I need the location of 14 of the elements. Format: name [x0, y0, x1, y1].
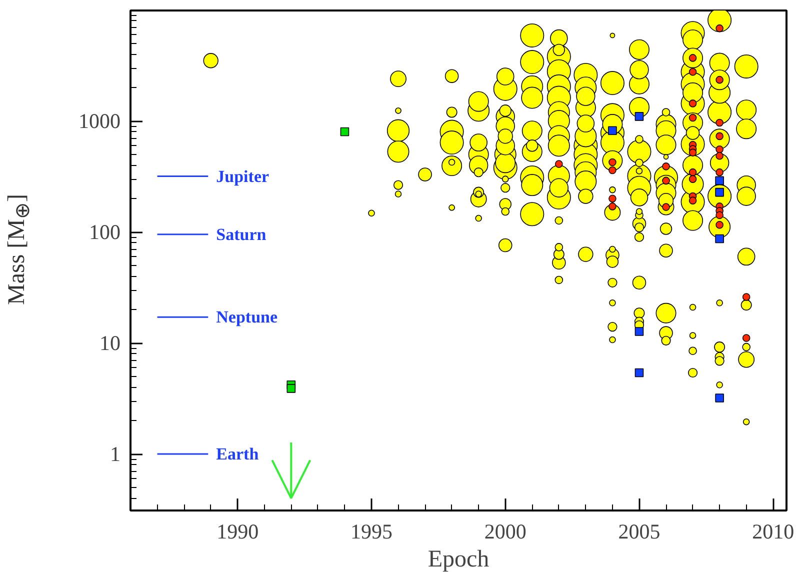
series-label: Saturn	[216, 224, 267, 244]
series-label: Jupiter	[216, 166, 270, 186]
x-axis-title: Epoch	[428, 546, 490, 572]
y-tick-label: 100	[89, 220, 120, 244]
x-tick-label: 1990	[216, 520, 259, 544]
y-tick-label: 1000	[78, 109, 120, 134]
x-tick-label: 2010	[752, 520, 794, 544]
x-tick-label: 2005	[618, 520, 660, 544]
series-label: Neptune	[216, 308, 278, 327]
x-tick-label: 2000	[484, 520, 526, 544]
y-tick-label: 10	[100, 331, 120, 356]
y-tick-label: 1	[110, 442, 120, 466]
x-tick-label: 1995	[350, 520, 392, 544]
series-label: Earth	[216, 444, 260, 464]
